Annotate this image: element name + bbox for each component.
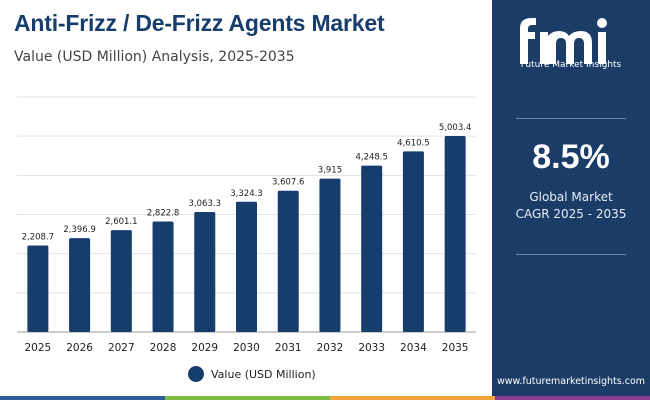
x-tick-label: 2027 bbox=[108, 342, 135, 354]
cagr-label: Global Market CAGR 2025 - 2035 bbox=[492, 189, 650, 223]
strip-segment bbox=[165, 396, 330, 400]
legend-label: Value (USD Million) bbox=[211, 367, 316, 381]
strip-segment bbox=[495, 396, 650, 400]
x-tick-label: 2028 bbox=[150, 342, 177, 354]
cagr-label-line2: CAGR 2025 - 2035 bbox=[515, 207, 627, 221]
x-tick-label: 2025 bbox=[24, 342, 51, 354]
x-tick-label: 2031 bbox=[275, 342, 302, 354]
bar bbox=[69, 238, 91, 332]
strip-segment bbox=[0, 396, 165, 400]
divider-top bbox=[516, 118, 626, 119]
bar bbox=[319, 178, 341, 332]
data-label: 3,915 bbox=[318, 166, 342, 176]
strip-segment bbox=[330, 396, 495, 400]
x-tick-label: 2026 bbox=[66, 342, 93, 354]
divider-bottom bbox=[516, 254, 626, 255]
bottom-color-strip bbox=[0, 396, 650, 400]
bar bbox=[444, 136, 466, 332]
fmi-logo bbox=[520, 17, 607, 64]
cagr-label-line1: Global Market bbox=[529, 190, 613, 204]
data-label: 3,324.3 bbox=[230, 189, 262, 199]
bar bbox=[236, 201, 257, 332]
logo-caption: Future Market Insights bbox=[520, 60, 622, 70]
x-tick-label: 2029 bbox=[191, 342, 218, 354]
data-label: 4,610.5 bbox=[397, 138, 429, 148]
cagr-value: 8.5% bbox=[532, 138, 610, 176]
chart-title: Anti-Frizz / De-Frizz Agents Market bbox=[14, 10, 385, 36]
x-tick-label: 2033 bbox=[358, 342, 385, 354]
bar-chart: 2,208.7 2025 2,396.9 2026 2,601.1 2027 2,822.8… bbox=[17, 96, 476, 354]
bar bbox=[110, 230, 132, 332]
bar bbox=[361, 165, 383, 332]
x-tick-label: 2030 bbox=[233, 342, 260, 354]
x-tick-label: 2035 bbox=[442, 342, 469, 354]
chart-subtitle: Value (USD Million) Analysis, 2025-2035 bbox=[14, 49, 295, 65]
bar bbox=[277, 190, 299, 332]
legend-swatch bbox=[188, 366, 204, 382]
bar bbox=[152, 221, 174, 332]
website-url[interactable]: www.futuremarketinsights.com bbox=[496, 376, 646, 387]
x-tick-label: 2034 bbox=[400, 342, 427, 354]
x-tick-label: 2032 bbox=[317, 342, 344, 354]
data-label: 3,063.3 bbox=[189, 199, 221, 209]
data-label: 2,396.9 bbox=[63, 225, 95, 235]
legend: Value (USD Million) bbox=[188, 366, 316, 382]
bar bbox=[27, 245, 49, 332]
bar bbox=[402, 151, 424, 332]
data-label: 2,822.8 bbox=[147, 208, 179, 218]
sidebar-panel: Future Market Insights 8.5% Global Marke… bbox=[492, 0, 650, 400]
bar bbox=[194, 212, 216, 332]
data-label: 4,248.5 bbox=[355, 153, 387, 163]
data-label: 5,003.4 bbox=[439, 123, 471, 133]
data-label: 2,601.1 bbox=[105, 217, 137, 227]
data-label: 2,208.7 bbox=[22, 232, 54, 242]
data-label: 3,607.6 bbox=[272, 178, 304, 188]
